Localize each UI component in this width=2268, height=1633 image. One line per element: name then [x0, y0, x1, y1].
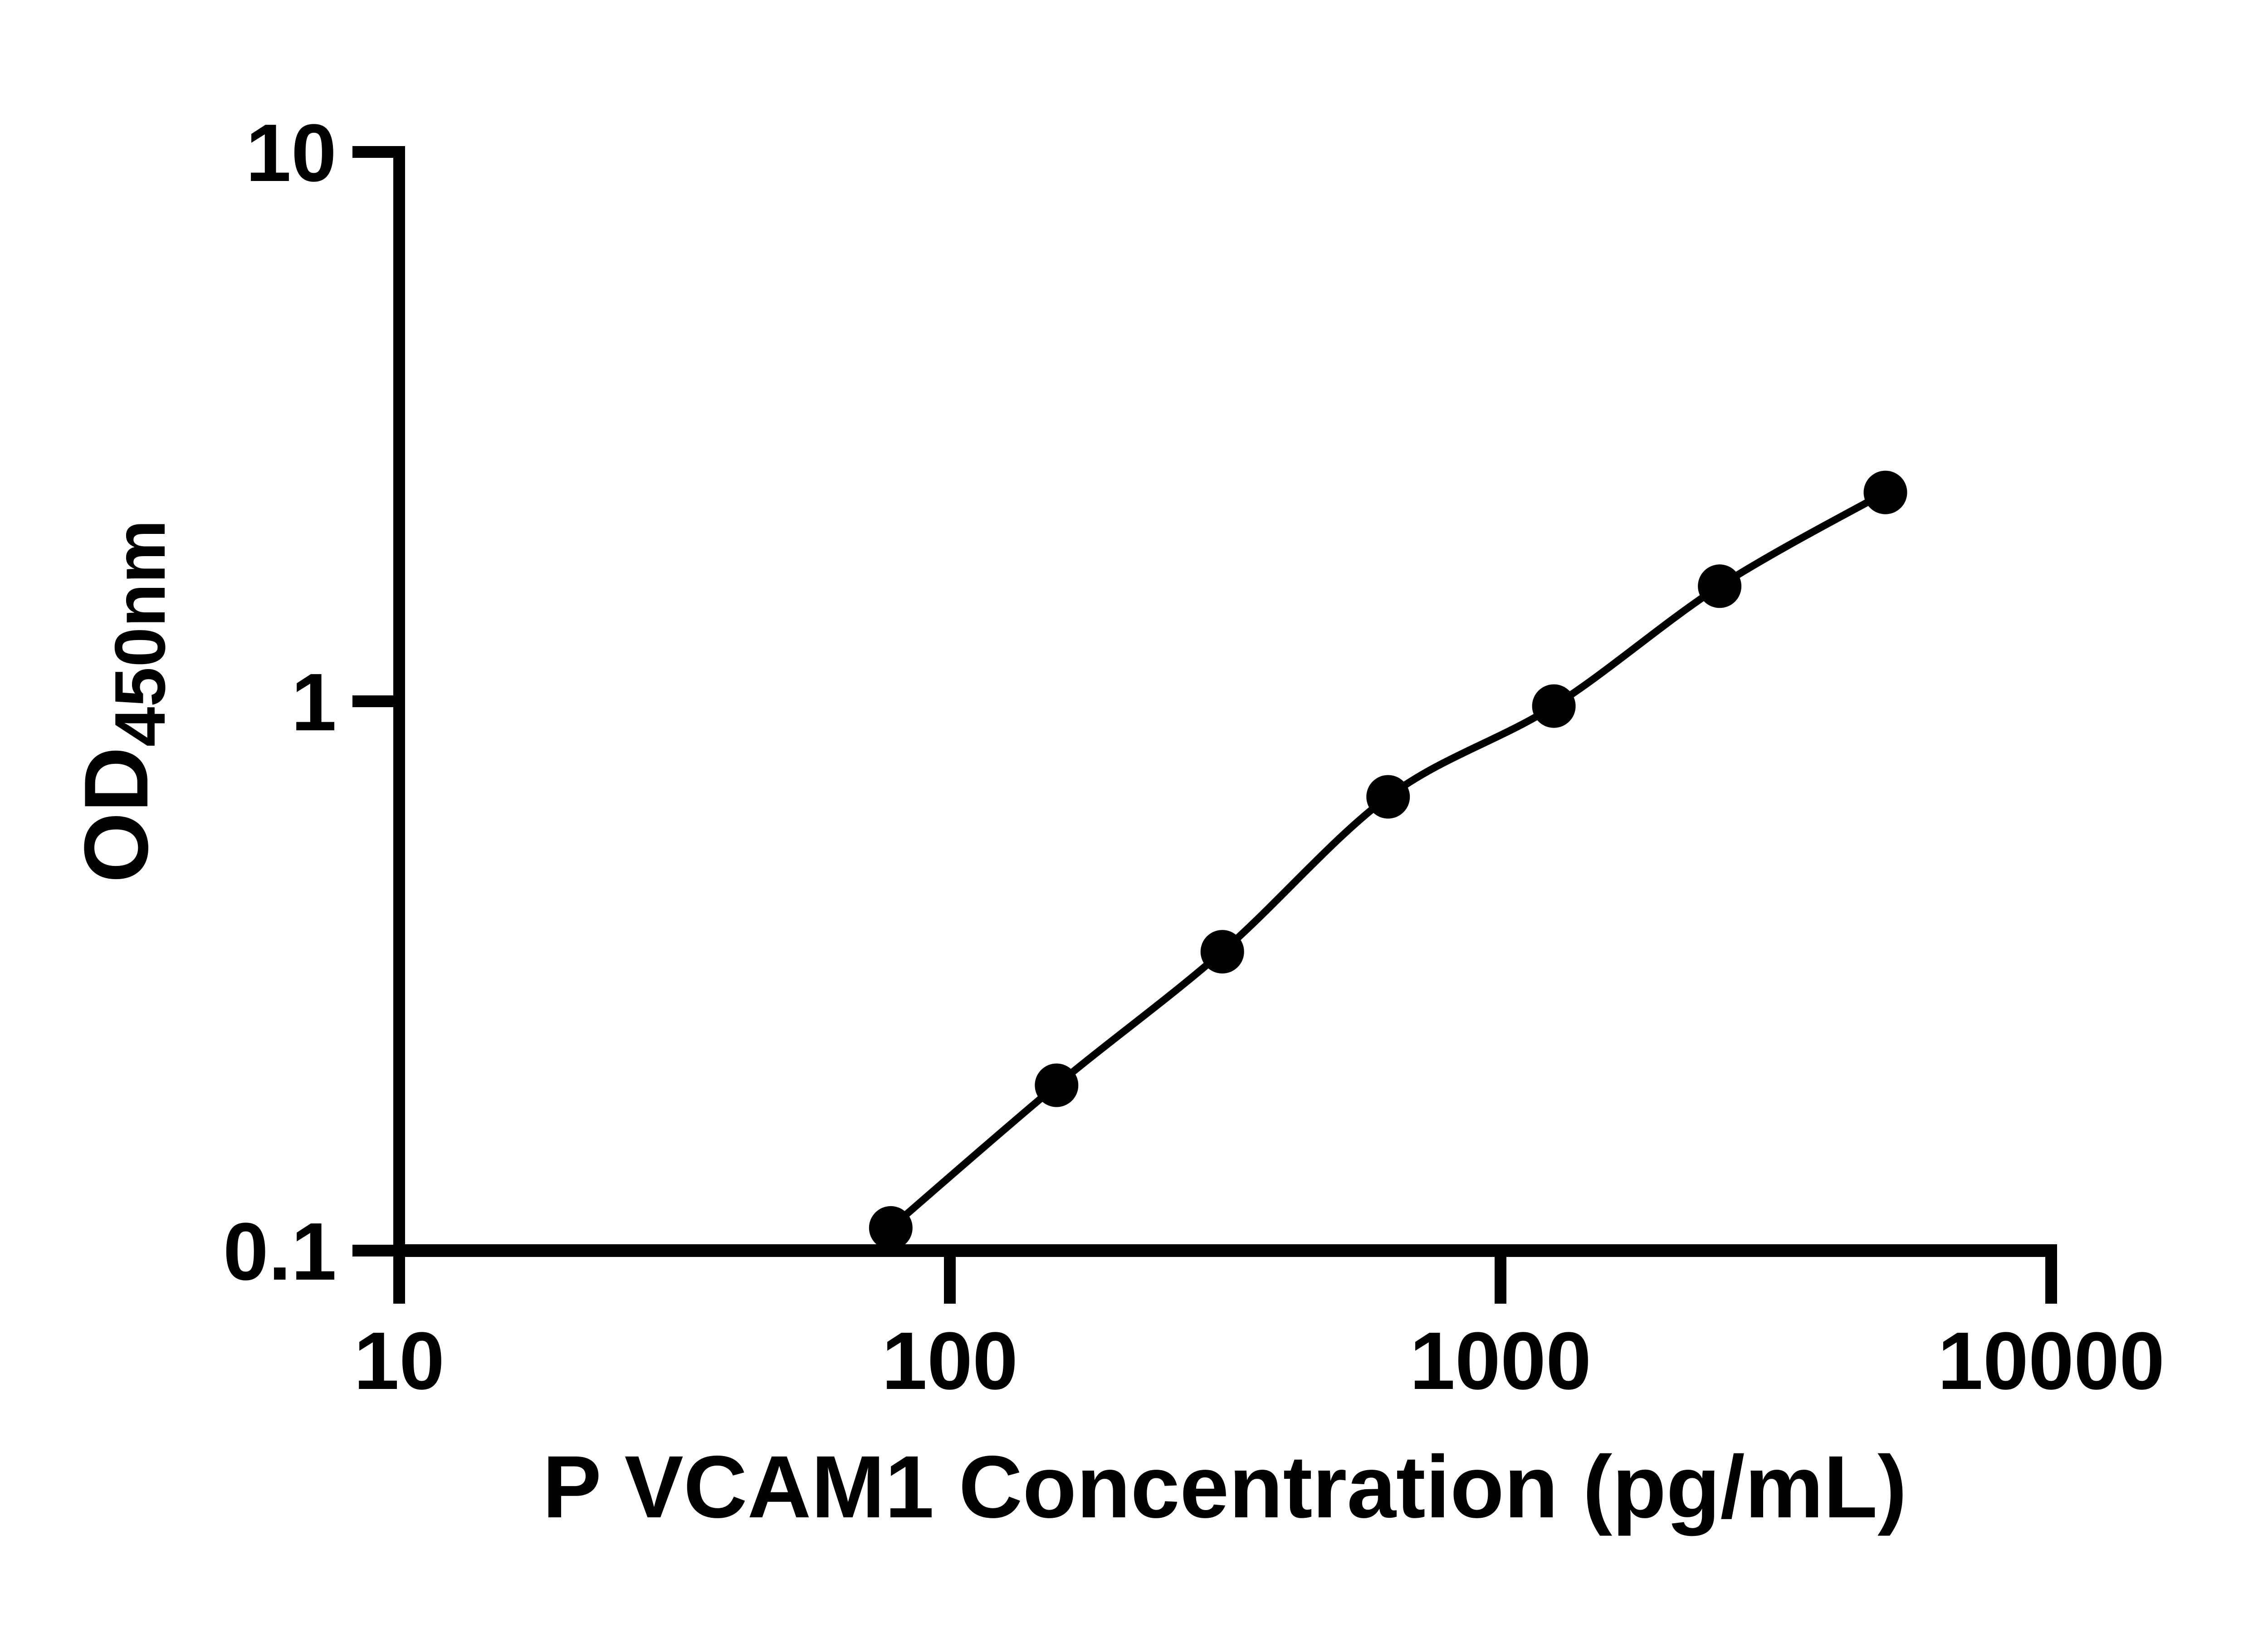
- y-axis-title: OD450nm: [66, 520, 180, 883]
- y-tick-label-10: 10: [246, 108, 337, 199]
- data-point-1: [869, 1206, 913, 1250]
- data-point-7: [1863, 470, 1907, 514]
- data-point-5: [1532, 684, 1576, 728]
- y-tick-label-0.1: 0.1: [223, 1206, 337, 1297]
- y-tick-label-1: 1: [291, 657, 337, 748]
- x-tick-label-100: 100: [882, 1315, 1018, 1407]
- y-axis-title-main: OD: [66, 747, 167, 883]
- data-point-2: [1035, 1063, 1079, 1107]
- axis-ticks: [352, 146, 2057, 1304]
- tick-labels: 10 100 1000 10000 0.1 1 10: [223, 108, 2165, 1407]
- x-tick-label-10: 10: [354, 1315, 445, 1407]
- axes: [393, 146, 2057, 1304]
- standard-curve-line: [888, 489, 1887, 1231]
- x-axis-title: P VCAM1 Concentration (pg/mL): [543, 1437, 1907, 1536]
- y-axis-title-subscript: 450nm: [100, 520, 180, 747]
- data-point-3: [1200, 930, 1244, 974]
- data-series: [869, 470, 1907, 1250]
- x-tick-label-10000: 10000: [1938, 1315, 2165, 1407]
- data-point-4: [1366, 775, 1410, 819]
- data-point-6: [1698, 564, 1742, 608]
- x-tick-label-1000: 1000: [1410, 1315, 1591, 1407]
